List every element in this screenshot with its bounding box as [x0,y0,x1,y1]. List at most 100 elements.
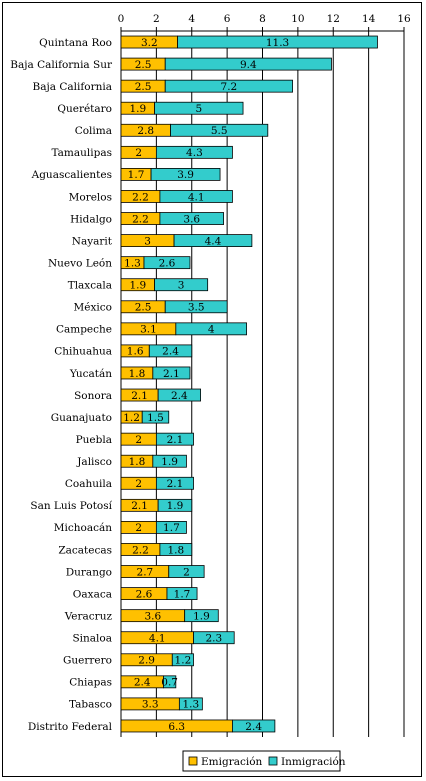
bar-inmigracion [150,168,221,181]
data-label: 9.4 [240,59,257,71]
data-label: 3.1 [140,324,157,336]
category-label: Baja California Sur [10,59,113,71]
bar-inmigracion [148,344,193,358]
legend-label: Inmigración [281,756,346,768]
bar-inmigracion [159,190,233,203]
bar-inmigracion [163,675,177,689]
category-label: Zacatecas [58,544,112,556]
data-label: 2.5 [135,302,152,314]
category-label: Michoacán [54,522,112,534]
category-label: Aguascalientes [31,169,112,181]
bar-inmigracion [154,101,244,115]
data-label: 2.1 [167,478,184,490]
category-label: Nayarit [72,235,113,247]
bar-inmigracion [164,300,228,314]
category-label: Chihuahua [54,346,112,358]
tick-label: 10 [291,13,304,25]
data-label: 2 [135,434,142,446]
category-label: Chiapas [69,677,112,689]
legend-box [182,750,341,772]
data-label: 1.3 [183,699,200,711]
category-label: México [74,302,112,314]
bar-inmigracion [152,454,187,468]
data-label: 2.6 [159,257,176,269]
category-label: Veracruz [64,610,113,622]
data-label: 2.1 [131,500,148,512]
data-label: 1.9 [129,280,146,292]
data-label: 2.3 [206,633,223,645]
tick-label: 4 [188,13,195,25]
category-label: San Luis Potosí [30,500,112,512]
bar-inmigracion [177,35,378,49]
tick-label: 12 [327,13,340,25]
bar-inmigracion [141,410,170,424]
tick-label: 16 [397,13,411,25]
data-label: 2.2 [132,213,149,225]
data-label: 3.5 [188,302,205,314]
tick-label: 2 [153,13,160,25]
bar-inmigracion [157,498,193,512]
data-label: 7.2 [221,81,238,93]
category-label: Nuevo León [48,257,112,269]
data-label: 5.5 [211,125,228,137]
data-label: 3.2 [141,37,158,49]
category-label: Campeche [56,324,112,336]
data-label: 2.5 [135,81,152,93]
tick-label: 14 [362,13,376,25]
category-label: Hidalgo [70,213,112,225]
bar-inmigracion [193,631,235,645]
data-label: 2 [135,478,142,490]
data-label: 2.2 [132,544,149,556]
data-label: 2.1 [131,390,148,402]
data-label: 1.9 [129,103,146,115]
tick-label: 6 [224,13,231,25]
gridlines [120,31,405,737]
data-label: 3.9 [177,169,194,181]
category-label: Tabasco [69,699,112,711]
bar-inmigracion [232,719,276,733]
bars: 3.2 11.3 2.5 9.4 2.5 7.2 1.9 5 2.8 5.5 2 4.3 1.7 3.9 2… [120,35,378,733]
data-label: 2.4 [162,346,179,358]
x-axis-ticks: 0 2 4 6 8 10 12 14 16 [118,13,411,32]
data-label: 6.3 [168,721,185,733]
legend-label: Emigración [201,756,263,768]
data-label: 4.1 [149,633,166,645]
data-label: 1.8 [129,456,146,468]
data-label: 2.9 [138,655,155,667]
data-label: 3 [178,280,185,292]
data-label: 2.8 [137,125,154,137]
data-label: 2.4 [245,721,262,733]
data-label: 2 [135,147,142,159]
data-label: 1.8 [129,368,146,380]
legend: Emigración Inmigración [182,750,346,772]
data-label: 2 [183,566,190,578]
category-label: Querétaro [57,103,112,115]
bar-inmigracion [171,653,194,667]
bar-inmigracion [155,145,233,159]
data-label: 1.7 [163,522,180,534]
data-label: 1.9 [161,456,178,468]
bar-inmigracion [157,388,201,402]
category-label: Puebla [76,434,112,446]
category-labels: Quintana Roo Baja California Sur Baja Cali… [10,37,113,733]
data-label: 4.1 [188,191,205,203]
legend-swatch [268,756,278,766]
bar-inmigracion [155,476,194,490]
bar-inmigracion [159,212,224,225]
category-label: Guerrero [63,655,112,667]
data-label: 4.4 [205,235,222,247]
data-label: 1.2 [175,655,192,667]
bar-inmigracion [173,234,253,247]
category-label: Guanajuato [51,412,112,424]
data-label: 1.9 [167,500,184,512]
data-label: 1.7 [174,588,191,600]
legend-swatch [188,756,198,766]
bar-inmigracion [175,322,247,336]
bar-inmigracion [155,521,187,534]
data-label: 4.3 [186,147,203,159]
data-label: 2.4 [171,390,188,402]
bar-inmigracion [155,432,194,446]
data-label: 2.7 [137,566,154,578]
data-label: 2.1 [163,368,180,380]
category-label: Tamaulipas [51,147,112,159]
